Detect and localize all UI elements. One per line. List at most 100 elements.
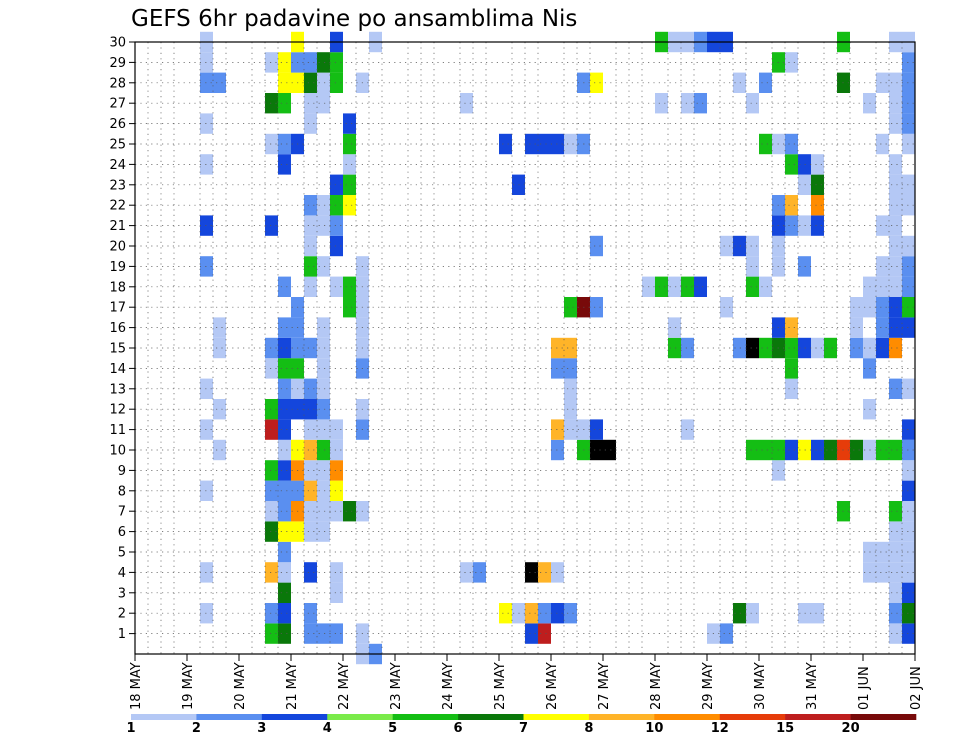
heatmap-cell	[304, 480, 317, 501]
y-tick-label: 11	[109, 423, 126, 438]
heatmap-cell	[317, 358, 330, 379]
heatmap-cell	[889, 541, 902, 563]
x-tick-label: 23 MAY	[389, 662, 404, 710]
heatmap-cell	[811, 439, 824, 461]
heatmap-cell	[304, 603, 317, 624]
heatmap-cell	[811, 337, 824, 359]
heatmap-cell	[278, 603, 291, 624]
heatmap-cell	[265, 521, 278, 542]
y-tick-label: 3	[118, 586, 126, 601]
heatmap-cell	[551, 337, 564, 359]
heatmap-cell	[902, 541, 915, 563]
heatmap-cell	[278, 623, 291, 644]
heatmap-cell	[681, 337, 694, 359]
y-tick-label: 15	[109, 342, 126, 357]
heatmap-cell	[590, 235, 603, 257]
heatmap-cell	[330, 460, 343, 481]
y-tick-label: 16	[109, 321, 126, 336]
heatmap-cell	[551, 419, 564, 440]
colorbar-label: 15	[776, 721, 794, 736]
heatmap-cell	[317, 72, 330, 93]
heatmap-cell	[200, 480, 213, 501]
heatmap-cell	[564, 358, 577, 379]
heatmap-cell	[278, 154, 291, 175]
heatmap-cell	[278, 521, 291, 542]
heatmap-cell	[304, 419, 317, 440]
heatmap-cell	[746, 93, 759, 114]
x-tick-label: 27 MAY	[597, 662, 612, 710]
heatmap-cell	[525, 623, 538, 644]
heatmap-cell	[343, 133, 356, 155]
heatmap-cell	[785, 378, 798, 399]
colorbar-label: 10	[645, 721, 663, 736]
heatmap-cell	[889, 235, 902, 257]
heatmap-cell	[902, 317, 915, 338]
heatmap-cell	[811, 154, 824, 175]
heatmap-cell	[330, 215, 343, 236]
colorbar: 1 2 3 4 5 6 7 8 10 12 15 20	[126, 714, 917, 736]
heatmap-cell	[343, 154, 356, 175]
y-tick-label: 30	[109, 36, 126, 51]
heatmap-cell	[876, 297, 889, 318]
y-tick-label: 2	[118, 607, 126, 622]
heatmap-cell	[889, 337, 902, 359]
heatmap-cell	[200, 113, 213, 134]
heatmap-cell	[902, 256, 915, 277]
heatmap-cell	[330, 582, 343, 603]
y-tick-label: 10	[109, 444, 126, 459]
heatmap-cell	[551, 603, 564, 624]
heatmap-cells	[200, 31, 915, 665]
heatmap-cell	[889, 154, 902, 175]
heatmap-cell	[785, 133, 798, 155]
heatmap-cell	[694, 276, 707, 297]
heatmap-cell	[200, 256, 213, 277]
colorbar-swatch	[654, 714, 721, 720]
x-tick-label: 26 MAY	[545, 662, 560, 710]
heatmap-cell	[889, 297, 902, 318]
heatmap-cell	[317, 317, 330, 338]
heatmap-cell	[876, 215, 889, 236]
heatmap-cell	[902, 582, 915, 603]
heatmap-cell	[317, 501, 330, 522]
heatmap-cell	[317, 337, 330, 359]
heatmap-cell	[213, 439, 226, 461]
heatmap-cell	[265, 93, 278, 114]
heatmap-cell	[304, 623, 317, 644]
heatmap-cell	[785, 317, 798, 338]
heatmap-cell	[798, 215, 811, 236]
heatmap-cell	[200, 52, 213, 73]
heatmap-cell	[603, 439, 616, 461]
heatmap-cell	[551, 358, 564, 379]
heatmap-cell	[317, 439, 330, 461]
heatmap-cell	[850, 439, 863, 461]
x-tick-label: 31 MAY	[805, 662, 820, 710]
colorbar-swatch	[196, 714, 263, 720]
y-tick-label: 20	[109, 240, 126, 255]
heatmap-cell	[278, 439, 291, 461]
heatmap-cell	[317, 215, 330, 236]
heatmap-cell	[304, 378, 317, 399]
y-tick-label: 5	[118, 546, 126, 561]
heatmap-cell	[564, 378, 577, 399]
heatmap-cell	[876, 72, 889, 93]
heatmap-cell	[460, 93, 473, 114]
heatmap-cell	[330, 72, 343, 93]
heatmap-cell	[850, 297, 863, 318]
heatmap-cell	[278, 562, 291, 583]
heatmap-cell	[889, 72, 902, 93]
heatmap-cell	[200, 603, 213, 624]
heatmap-cell	[746, 256, 759, 277]
y-tick-label: 7	[118, 505, 126, 520]
heatmap-cell	[746, 603, 759, 624]
heatmap-cell	[720, 235, 733, 257]
heatmap-cell	[902, 235, 915, 257]
heatmap-cell	[525, 133, 538, 155]
heatmap-cell	[785, 215, 798, 236]
heatmap-cell	[668, 276, 681, 297]
heatmap-cell	[902, 623, 915, 644]
heatmap-cell	[304, 215, 317, 236]
heatmap-cell	[330, 623, 343, 644]
heatmap-cell	[278, 582, 291, 603]
heatmap-cell	[902, 174, 915, 195]
heatmap-cell	[785, 52, 798, 73]
